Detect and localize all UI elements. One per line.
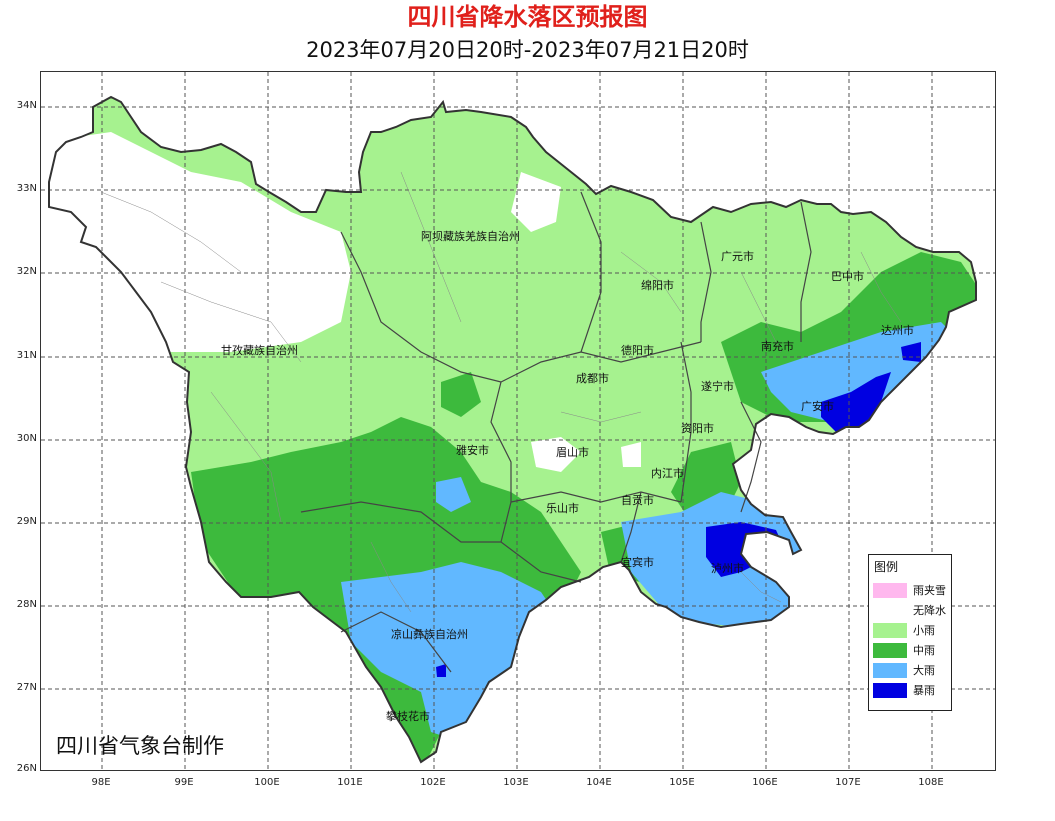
- legend-title: 图例: [874, 560, 899, 574]
- longitude-label: 104E: [586, 777, 612, 788]
- region-label: 眉山市: [556, 445, 589, 459]
- region-label: 攀枝花市: [386, 709, 430, 723]
- region-label: 资阳市: [681, 421, 714, 435]
- legend-label: 小雨: [913, 624, 935, 637]
- longitude-label: 99E: [174, 777, 194, 788]
- legend-item: 小雨: [873, 623, 951, 638]
- latitude-label: 29N: [16, 516, 37, 527]
- latitude-label: 26N: [16, 763, 37, 774]
- latitude-label: 33N: [16, 183, 37, 194]
- region-label: 德阳市: [621, 343, 654, 357]
- legend-label: 暴雨: [913, 684, 935, 697]
- legend-label: 无降水: [913, 604, 946, 617]
- latitude-label: 32N: [16, 266, 37, 277]
- map-gridlines: [41, 72, 995, 770]
- region-label: 宜宾市: [621, 555, 654, 569]
- credit-text: 四川省气象台制作: [56, 734, 224, 758]
- longitude-label: 107E: [835, 777, 861, 788]
- legend: 图例 雨夹雪无降水小雨中雨大雨暴雨: [868, 554, 952, 711]
- longitude-label: 106E: [752, 777, 778, 788]
- region-label: 南充市: [761, 339, 794, 353]
- legend-swatch: [873, 603, 907, 618]
- county-boundaries: [100, 171, 902, 613]
- region-label: 遂宁市: [701, 379, 734, 393]
- region-label: 广安市: [801, 399, 834, 413]
- region-label: 广元市: [721, 249, 754, 263]
- legend-swatch: [873, 583, 907, 598]
- legend-label: 大雨: [913, 664, 935, 677]
- latitude-label: 27N: [16, 682, 37, 693]
- legend-label: 雨夹雪: [913, 584, 946, 597]
- map-title: 四川省降水落区预报图: [407, 3, 648, 31]
- region-label: 凉山彝族自治州: [391, 627, 468, 641]
- longitude-label: 105E: [669, 777, 695, 788]
- longitude-label: 102E: [420, 777, 446, 788]
- latitude-label: 30N: [16, 433, 37, 444]
- legend-item: 无降水: [873, 603, 951, 618]
- legend-swatch: [873, 663, 907, 678]
- legend-item: 雨夹雪: [873, 583, 951, 598]
- legend-label: 中雨: [913, 644, 935, 657]
- region-label: 甘孜藏族自治州: [221, 343, 298, 357]
- region-label: 内江市: [651, 466, 684, 480]
- legend-item: 暴雨: [873, 683, 951, 698]
- latitude-label: 31N: [16, 350, 37, 361]
- longitude-label: 101E: [337, 777, 363, 788]
- region-label: 绵阳市: [641, 278, 674, 292]
- longitude-label: 103E: [503, 777, 529, 788]
- longitude-label: 98E: [91, 777, 111, 788]
- latitude-label: 34N: [16, 100, 37, 111]
- prefecture-boundaries: [300, 191, 812, 673]
- region-label: 阿坝藏族羌族自治州: [421, 229, 520, 243]
- legend-item: 大雨: [873, 663, 951, 678]
- region-label: 达州市: [881, 323, 914, 337]
- region-label: 泸州市: [711, 561, 744, 575]
- latitude-label: 28N: [16, 599, 37, 610]
- longitude-label: 100E: [254, 777, 280, 788]
- precipitation-layer: [49, 97, 976, 762]
- legend-swatch: [873, 623, 907, 638]
- map-frame: 阿坝藏族羌族自治州甘孜藏族自治州 广元市巴中市绵阳市达州市德阳市 南充市成都市遂宁市…: [40, 71, 996, 771]
- region-label: 乐山市: [546, 501, 579, 515]
- longitude-label: 108E: [918, 777, 944, 788]
- region-label: 雅安市: [456, 443, 489, 457]
- map-subtitle: 2023年07月20日20时-2023年07月21日20时: [306, 38, 749, 62]
- legend-swatch: [873, 643, 907, 658]
- region-label: 自贡市: [621, 493, 654, 507]
- region-label: 巴中市: [831, 269, 864, 283]
- region-label: 成都市: [576, 371, 609, 385]
- legend-item: 中雨: [873, 643, 951, 658]
- legend-swatch: [873, 683, 907, 698]
